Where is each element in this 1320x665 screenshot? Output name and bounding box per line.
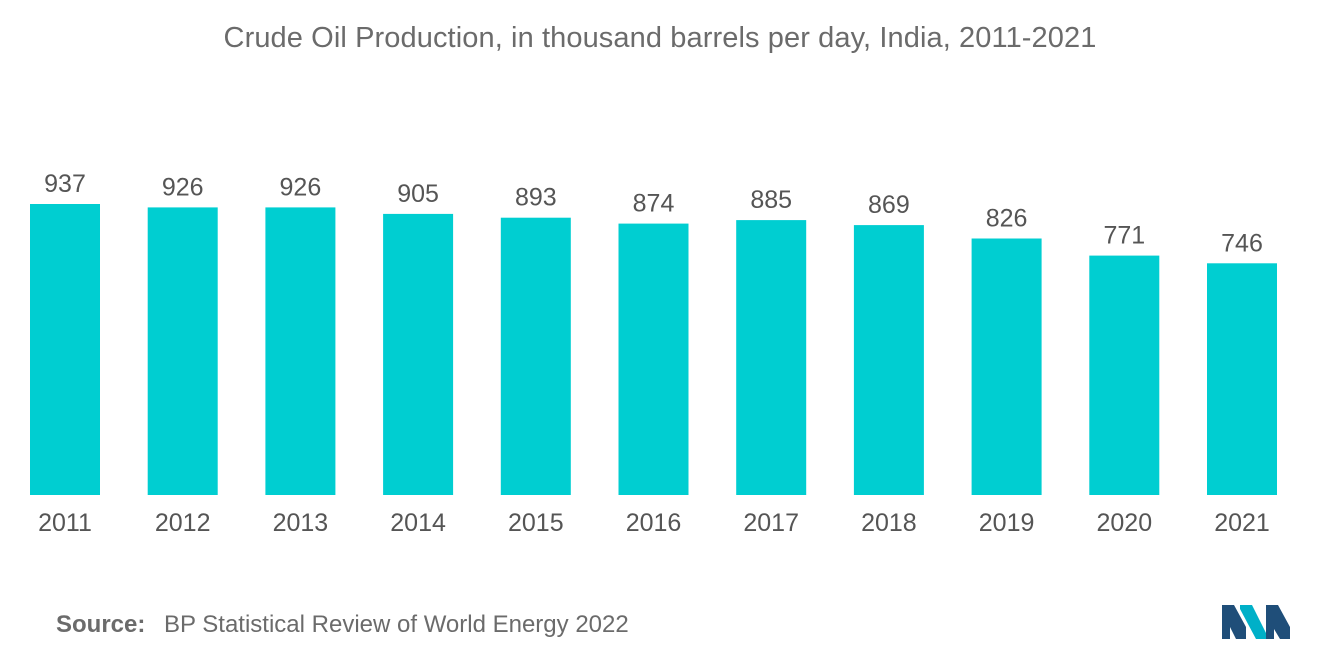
bar-2020 <box>1089 255 1160 495</box>
data-label-2015: 893 <box>515 184 557 212</box>
mordor-intelligence-logo-icon <box>1222 605 1290 639</box>
data-label-2018: 869 <box>868 191 910 219</box>
bar-2012 <box>147 207 218 495</box>
x-tick-label-2019: 2019 <box>979 509 1035 537</box>
chart-title: Crude Oil Production, in thousand barrel… <box>223 22 1097 54</box>
bar-2011 <box>30 204 100 495</box>
source-label: Source: <box>56 611 146 638</box>
x-tick-label-2011: 2011 <box>38 509 92 537</box>
x-tick-label-2015: 2015 <box>508 509 564 537</box>
data-label-2013: 926 <box>280 173 322 201</box>
data-label-2021: 746 <box>1221 229 1263 257</box>
source-note: Source: BP Statistical Review of World E… <box>56 611 629 639</box>
bar-2019 <box>971 238 1042 495</box>
x-tick-label-2016: 2016 <box>626 509 682 537</box>
logo-left-part <box>1222 605 1246 639</box>
data-label-2011: 937 <box>44 170 86 198</box>
x-tick-label-2012: 2012 <box>155 509 211 537</box>
bar-2021 <box>1207 263 1277 495</box>
data-label-2020: 771 <box>1103 222 1145 250</box>
x-tick-label-2020: 2020 <box>1096 509 1152 537</box>
data-label-2016: 874 <box>633 190 675 218</box>
x-tick-label-2017: 2017 <box>743 509 799 537</box>
source-text: BP Statistical Review of World Energy 20… <box>164 611 629 638</box>
bar-2013 <box>265 207 336 495</box>
data-label-2012: 926 <box>162 173 204 201</box>
data-label-2019: 826 <box>986 205 1028 233</box>
logo-middle-part <box>1240 605 1266 639</box>
x-tick-label-2013: 2013 <box>273 509 329 537</box>
bar-2018 <box>853 225 924 495</box>
x-tick-label-2021: 2021 <box>1214 509 1270 537</box>
bar-2017 <box>736 220 807 495</box>
logo-right-part <box>1266 605 1290 639</box>
data-label-2014: 905 <box>397 180 439 208</box>
bar-2016 <box>618 223 689 495</box>
data-label-2017: 885 <box>750 186 792 214</box>
bar-2014 <box>383 213 454 495</box>
x-tick-label-2018: 2018 <box>861 509 917 537</box>
x-tick-label-2014: 2014 <box>390 509 446 537</box>
bar-2015 <box>500 217 571 495</box>
